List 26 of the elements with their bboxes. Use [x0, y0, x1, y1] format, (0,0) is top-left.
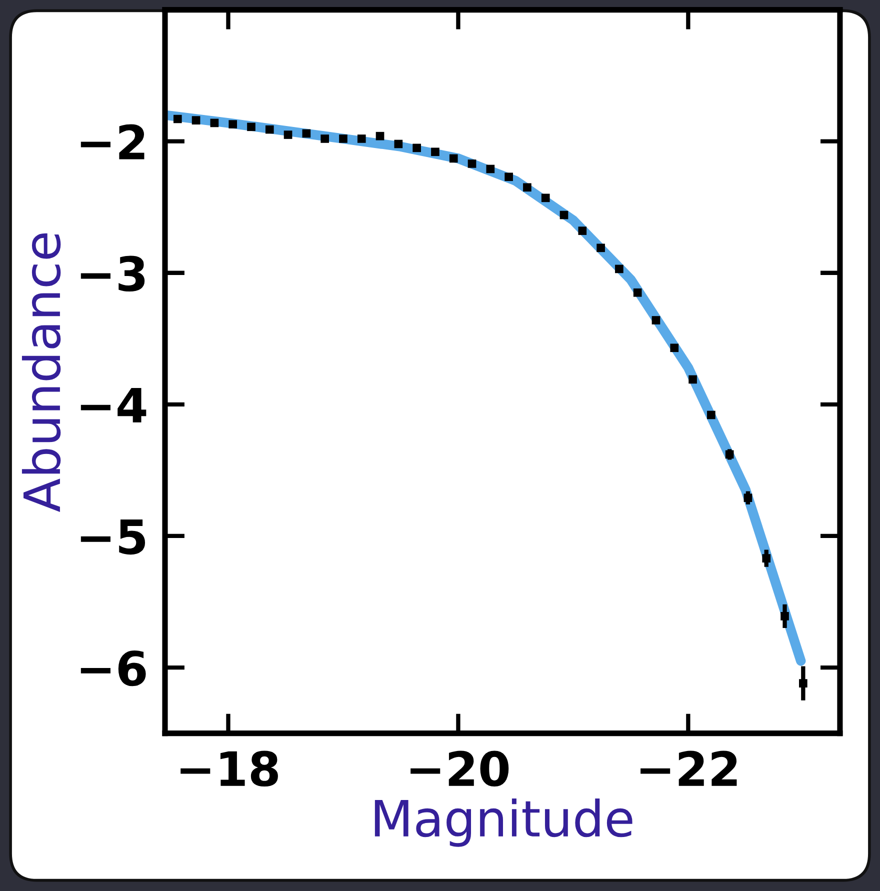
y-tick-label: −5	[80, 519, 146, 555]
x-tick-label: −20	[410, 750, 509, 787]
point	[449, 154, 458, 163]
x-tick-label: −22	[640, 750, 737, 786]
point	[762, 554, 771, 563]
y-axis-title: Abundance	[22, 233, 61, 512]
point	[486, 164, 495, 174]
y-tick-label: −3	[80, 256, 145, 292]
point	[799, 679, 808, 688]
point	[725, 450, 734, 459]
point	[228, 120, 238, 128]
point	[394, 140, 403, 148]
point	[633, 288, 642, 297]
point	[780, 612, 789, 620]
point	[541, 194, 550, 202]
point	[265, 125, 274, 134]
point	[357, 134, 366, 143]
y-tick-label: −2	[80, 124, 144, 160]
point	[173, 114, 182, 124]
point	[578, 226, 587, 235]
y-tick-label: −6	[80, 650, 146, 686]
x-tick-label: −18	[180, 750, 278, 787]
x-axis-title: Magnitude	[374, 798, 632, 847]
y-tick-label: −4	[80, 388, 146, 422]
point	[744, 494, 752, 502]
point	[670, 344, 679, 352]
